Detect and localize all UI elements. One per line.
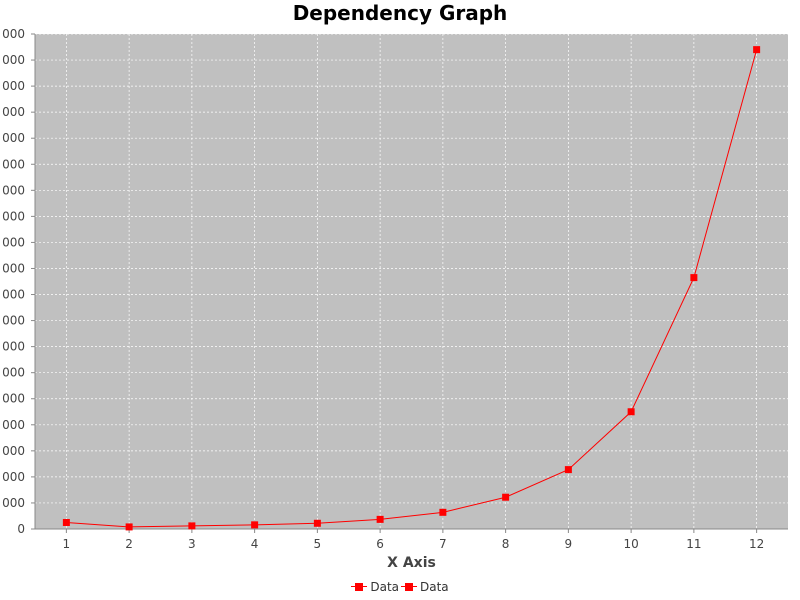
- plot-area: [35, 34, 788, 529]
- data-point: [188, 522, 196, 530]
- y-tick-label: 000: [2, 105, 25, 119]
- legend-label: Data: [370, 580, 399, 594]
- x-tick-label: 6: [376, 537, 384, 551]
- legend-item: Data: [351, 579, 399, 595]
- series-layer: [62, 46, 761, 531]
- data-point: [313, 519, 321, 527]
- x-axis-title: X Axis: [387, 555, 436, 571]
- data-point: [62, 518, 70, 526]
- legend-swatch-icon: [401, 582, 417, 592]
- x-tick-label: 5: [314, 537, 322, 551]
- y-tick-label: 000: [2, 131, 25, 145]
- data-point: [376, 515, 384, 523]
- x-tick-label: 7: [439, 537, 447, 551]
- x-tick-label: 10: [623, 537, 638, 551]
- x-tick-label: 1: [63, 537, 71, 551]
- y-tick-label: 0: [17, 522, 25, 536]
- x-tick-label: 8: [502, 537, 510, 551]
- data-point: [753, 46, 761, 54]
- y-tick-label: 000: [2, 209, 25, 223]
- y-tick-label: 000: [2, 288, 25, 302]
- x-tick-label: 2: [125, 537, 133, 551]
- y-tick-label: 000: [2, 496, 25, 510]
- legend-swatch-icon: [351, 582, 368, 592]
- data-point: [627, 408, 635, 416]
- data-point: [502, 493, 510, 501]
- x-tick-label: 3: [188, 537, 196, 551]
- x-tick-label: 9: [565, 537, 573, 551]
- x-tick-label: 12: [749, 537, 764, 551]
- data-point: [251, 521, 259, 529]
- y-tick-label: 000: [2, 340, 25, 354]
- legend-label: Data: [420, 580, 449, 594]
- chart-title: Dependency Graph: [292, 1, 508, 25]
- series-line: [66, 49, 758, 528]
- y-tick-label: 000: [2, 157, 25, 171]
- y-tick-label: 000: [2, 314, 25, 328]
- data-point: [125, 523, 133, 531]
- data-point: [439, 508, 447, 516]
- data-point: [564, 466, 572, 474]
- y-tick-label: 000: [2, 27, 25, 41]
- y-tick-label: 000: [2, 183, 25, 197]
- grid-layer: [35, 33, 788, 529]
- y-tick-label: 000: [2, 392, 25, 406]
- y-tick-label: 000: [2, 444, 25, 458]
- y-tick-label: 000: [2, 418, 25, 432]
- y-tick-label: 000: [2, 79, 25, 93]
- x-tick-label: 11: [686, 537, 701, 551]
- y-tick-label: 000: [2, 366, 25, 380]
- axes-layer: 0000000000000000000000000000000000000000…: [2, 27, 788, 551]
- legend: Data Data: [0, 579, 800, 596]
- y-tick-label: 000: [2, 53, 25, 67]
- data-point: [690, 274, 698, 282]
- legend-item: Data: [401, 579, 449, 595]
- y-tick-label: 000: [2, 235, 25, 249]
- y-tick-label: 000: [2, 261, 25, 275]
- y-tick-label: 000: [2, 470, 25, 484]
- x-tick-label: 4: [251, 537, 259, 551]
